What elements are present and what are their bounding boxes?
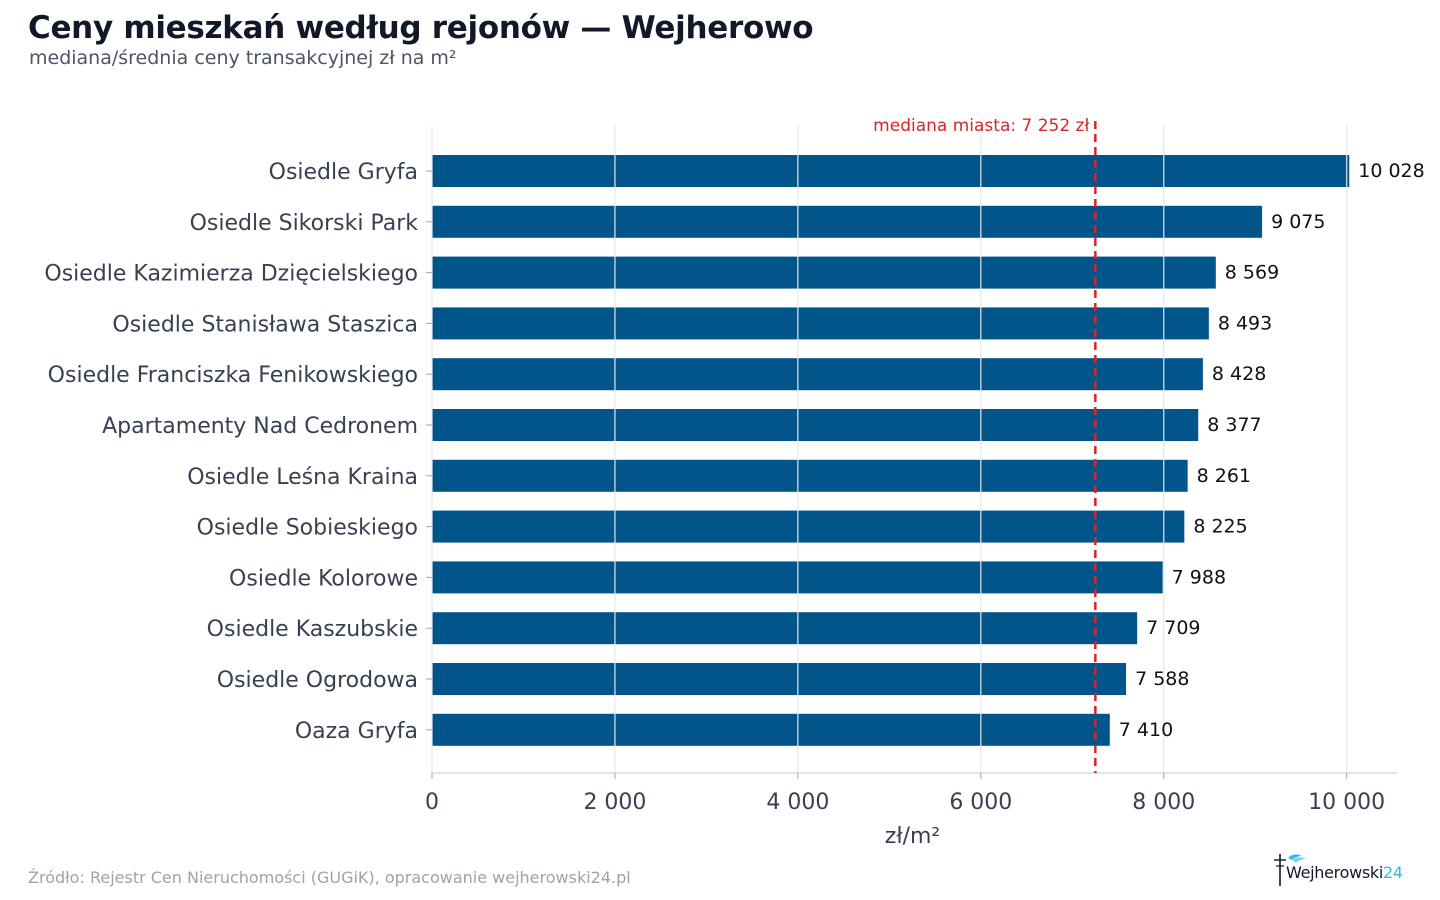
bar [432,612,1138,645]
bar [432,155,1350,187]
bar [432,510,1185,543]
bar [432,409,1199,441]
category-label: Osiedle Ogrodowa [217,668,418,693]
chart-title: Ceny mieszkań według rejonów — Wejherowo [28,10,814,46]
median-label: mediana miasta: 7 252 zł [873,116,1089,136]
category-label: Osiedle Sikorski Park [190,211,419,236]
bar-chart: 0 2 000 4 000 6 000 8 000 10 000 zł/m² Osiedle … [44,116,1424,849]
value-label: 8 377 [1207,414,1261,436]
category-label: Oaza Gryfa [295,719,418,744]
x-tick-label: 4 000 [766,790,829,815]
bar [432,663,1127,695]
x-tick-label: 10 000 [1308,790,1385,815]
chart-subtitle: mediana/średnia ceny transakcyjnej zł na… [29,47,457,69]
logo-number: 24 [1383,863,1403,882]
category-label: Osiedle Kaszubskie [207,617,418,642]
category-label: Osiedle Kazimierza Dzięcielskiego [44,262,418,287]
category-label: Osiedle Kolorowe [229,566,418,591]
wejherowski24-logo: Wejherowski24 [1268,850,1418,890]
bar [432,358,1203,391]
value-label: 7 988 [1172,566,1226,588]
bar [432,459,1188,492]
x-tick-label: 2 000 [583,790,646,815]
value-label: 7 709 [1146,617,1200,639]
bar [432,713,1110,746]
value-label: 8 569 [1225,262,1279,284]
x-tick-label: 6 000 [949,790,1012,815]
value-label: 8 493 [1218,312,1272,334]
value-label: 7 588 [1135,668,1189,690]
logo-text: Wejherowski24 [1286,863,1403,882]
logo-mark-icon [1274,854,1306,886]
logo-word: Wejherowski [1286,863,1384,882]
category-label: Apartamenty Nad Cedronem [102,414,418,439]
value-label: 8 428 [1212,363,1266,385]
category-label: Osiedle Gryfa [269,160,418,185]
category-label: Osiedle Leśna Kraina [187,465,418,490]
value-label: 8 225 [1193,516,1247,538]
x-axis-title: zł/m² [885,824,940,849]
bar [432,205,1263,238]
value-label: 8 261 [1197,465,1251,487]
source-note: Źródło: Rejestr Cen Nieruchomości (GUGiK… [28,868,631,887]
category-label: Osiedle Sobieskiego [197,516,418,541]
x-tick-label: 0 [425,790,439,815]
value-label: 9 075 [1271,211,1325,233]
bar [432,256,1216,289]
x-tick-label: 8 000 [1132,790,1195,815]
category-label: Osiedle Stanisława Staszica [112,312,418,337]
value-label: 10 028 [1358,160,1424,182]
value-label: 7 410 [1119,719,1173,741]
bar [432,307,1209,340]
category-label: Osiedle Franciszka Fenikowskiego [48,363,418,388]
